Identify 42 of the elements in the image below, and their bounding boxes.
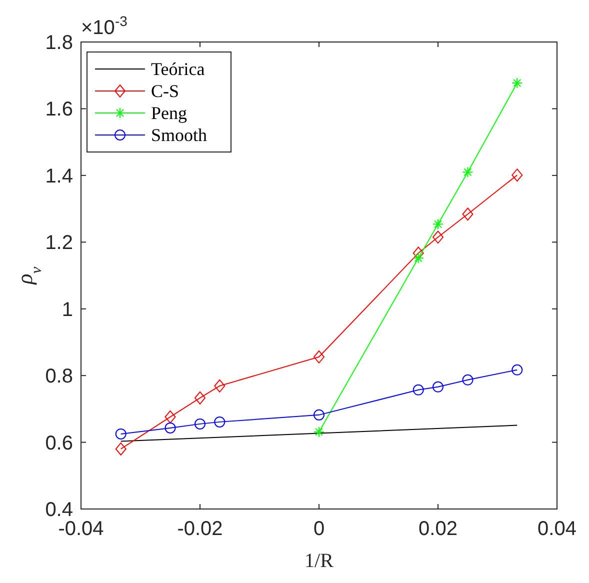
x-tick-label: 0.04 (538, 518, 576, 540)
legend-label: C-S (151, 81, 180, 101)
point (164, 410, 176, 424)
x-axis-title: 1/R (304, 550, 334, 572)
x-tick-label: -0.02 (177, 518, 223, 540)
point (164, 422, 176, 434)
text: ×10$^{-3}$ (81, 13, 128, 39)
point (412, 252, 424, 264)
point (314, 409, 324, 420)
point (214, 416, 226, 428)
point (314, 426, 324, 438)
y-tick-label: 0.8 (45, 366, 73, 388)
y-tick-label: 0.4 (45, 499, 73, 521)
y-tick-label: 1 (62, 298, 73, 321)
point (462, 374, 474, 386)
y-tick-label: 1.6 (45, 98, 73, 121)
point (412, 384, 424, 396)
point (462, 208, 474, 221)
y-tick-label: 0.6 (45, 432, 73, 454)
y-tick-label: 1.2 (45, 232, 73, 254)
point (115, 442, 126, 456)
point (194, 391, 206, 404)
point (115, 428, 126, 440)
point (432, 230, 444, 244)
point (314, 350, 324, 364)
point (412, 246, 424, 260)
point (194, 418, 206, 430)
y-tick-label: 1.8 (45, 32, 73, 54)
y-tick-label: 1.4 (45, 165, 73, 188)
x-tick-label: 0.02 (418, 518, 458, 540)
point (512, 78, 523, 89)
x-tick-label: -0.04 (58, 518, 104, 540)
legend-label: Smooth (151, 125, 208, 145)
point (512, 364, 523, 376)
legend-label: Peng (151, 103, 187, 123)
point (432, 218, 444, 230)
point (214, 379, 226, 392)
x-tick-label: 0 (313, 518, 325, 540)
legend-label: Teórica (151, 59, 205, 79)
point (432, 381, 444, 392)
point (462, 166, 474, 178)
point (512, 168, 523, 182)
